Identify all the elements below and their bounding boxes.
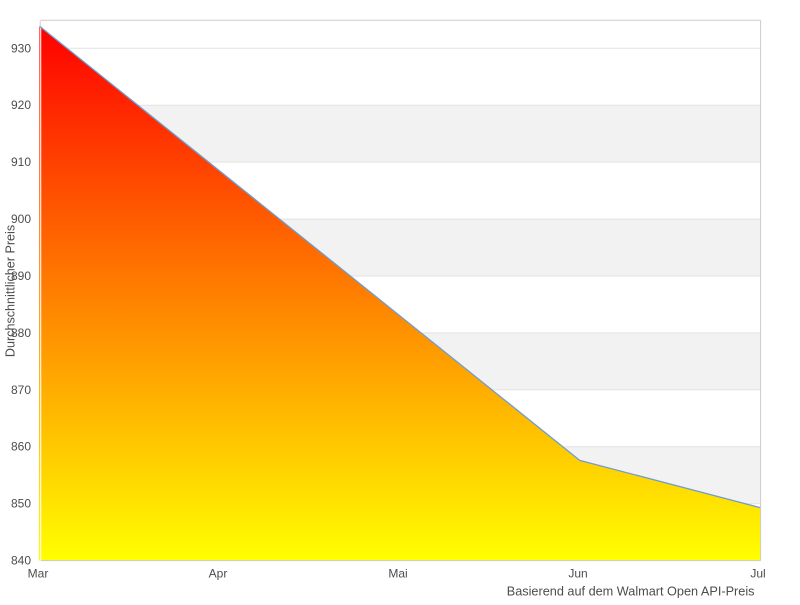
svg-text:850: 850 [11,497,31,511]
svg-text:930: 930 [11,41,31,55]
svg-text:890: 890 [11,269,31,283]
svg-text:880: 880 [11,326,31,340]
svg-text:860: 860 [11,440,31,454]
svg-text:Jun: Jun [568,567,587,581]
svg-text:Apr: Apr [209,567,228,581]
svg-text:Mar: Mar [28,567,49,581]
svg-text:Basierend auf dem Walmart Open: Basierend auf dem Walmart Open API-Preis [507,584,755,598]
svg-text:920: 920 [11,98,31,112]
svg-text:840: 840 [11,554,31,568]
svg-text:900: 900 [11,212,31,226]
svg-text:Mai: Mai [388,567,407,581]
svg-text:870: 870 [11,383,31,397]
svg-text:Durchschnittlicher Preis: Durchschnittlicher Preis [4,225,18,357]
svg-text:910: 910 [11,155,31,169]
svg-text:Jul: Jul [750,567,765,581]
